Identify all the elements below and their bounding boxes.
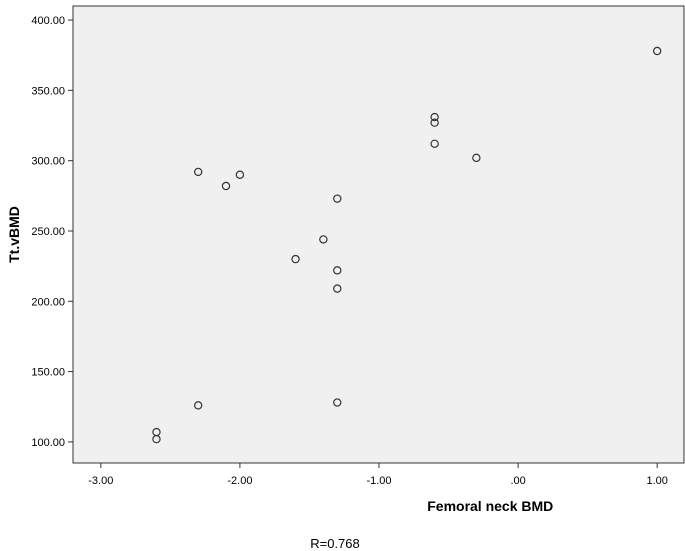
x-tick-label: -1.00 — [366, 475, 391, 487]
data-point — [430, 112, 439, 122]
y-tick-label: 100.00 — [31, 437, 65, 449]
data-point — [333, 284, 342, 293]
x-tick-label: .00 — [510, 475, 525, 487]
data-point — [193, 401, 203, 410]
data-point — [291, 254, 300, 264]
x-tick-label: -2.00 — [227, 475, 252, 487]
y-tick-label: 400.00 — [31, 15, 65, 27]
data-point — [221, 181, 231, 191]
data-point — [430, 139, 439, 149]
y-tick-label: 200.00 — [31, 296, 65, 308]
data-point — [152, 434, 161, 444]
data-point — [193, 167, 203, 177]
data-points — [152, 46, 662, 444]
data-point — [333, 266, 342, 275]
x-axis-title: Femoral neck BMD — [427, 498, 553, 514]
data-point — [333, 398, 342, 407]
data-point — [333, 194, 342, 203]
y-axis: 100.00 150.00 200.00 250.00 300.00 350.00 400.… — [31, 15, 73, 449]
y-tick-label: 150.00 — [31, 367, 65, 379]
y-tick-label: 250.00 — [31, 226, 65, 238]
data-point — [652, 46, 662, 56]
y-tick-label: 300.00 — [31, 156, 65, 168]
y-tick-label: 350.00 — [31, 85, 65, 97]
data-point — [430, 118, 439, 127]
correlation-note: R=0.768 — [310, 536, 360, 551]
data-point — [472, 153, 481, 163]
x-axis: -3.00 -2.00 -1.00 .00 1.00 — [88, 463, 668, 487]
plot-area — [72, 5, 685, 464]
x-tick-label: 1.00 — [646, 475, 667, 487]
data-point — [235, 170, 245, 179]
scatter-chart: -3.00 -2.00 -1.00 .00 1.00 100.00 150.00 200.0… — [6, 5, 685, 514]
y-axis-title: Tt.vBMD — [6, 206, 22, 263]
data-point — [319, 235, 328, 244]
x-tick-label: -3.00 — [88, 475, 113, 487]
